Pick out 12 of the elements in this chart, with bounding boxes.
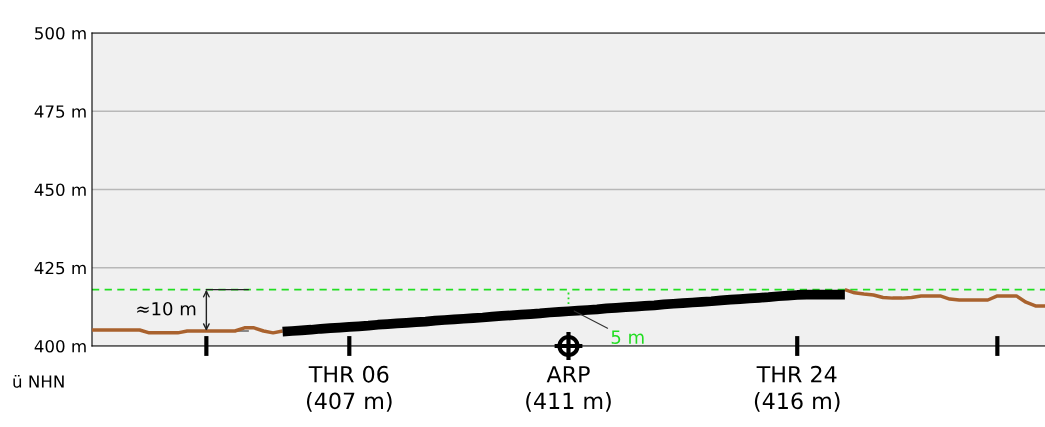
y-tick-label: 475 m <box>34 105 86 118</box>
text: ü NHN <box>13 374 64 388</box>
x-tick-label: ARP (411 m) <box>526 366 611 412</box>
x-tick-label: THR 06 (407 m) <box>306 365 392 412</box>
x-tick-label: THR 24 (416 m) <box>754 365 840 412</box>
y-tick-label: 500 m <box>35 26 86 40</box>
y-tick-label: 450 m <box>34 183 86 197</box>
annotation: ≈10 m <box>137 301 196 316</box>
line-series <box>843 287 1045 308</box>
y-tick-label: 425 m <box>34 261 86 275</box>
annotation: 5 m <box>611 330 644 344</box>
y-tick-label: 400 m <box>34 339 86 353</box>
